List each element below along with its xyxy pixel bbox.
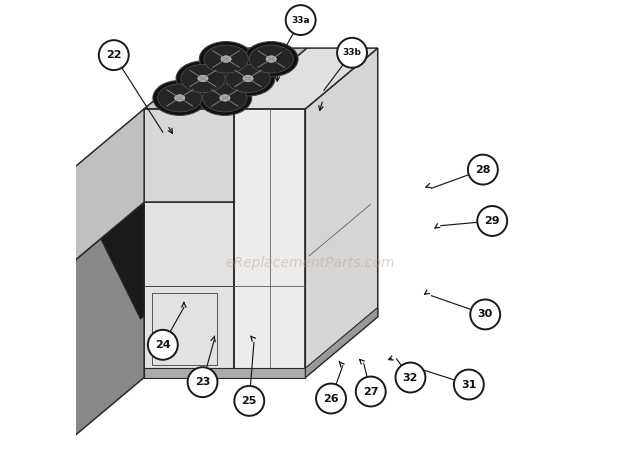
Circle shape xyxy=(356,376,386,407)
Polygon shape xyxy=(144,202,234,377)
Ellipse shape xyxy=(153,80,206,116)
Text: 28: 28 xyxy=(475,164,490,174)
Text: 33a: 33a xyxy=(291,16,310,24)
Text: 33b: 33b xyxy=(343,48,361,57)
Ellipse shape xyxy=(198,80,252,116)
Text: eReplacementParts.com: eReplacementParts.com xyxy=(225,256,395,270)
Text: 25: 25 xyxy=(242,396,257,406)
Circle shape xyxy=(99,40,129,70)
Ellipse shape xyxy=(221,56,231,63)
Ellipse shape xyxy=(244,41,298,77)
Circle shape xyxy=(188,367,218,397)
Circle shape xyxy=(396,362,425,392)
Circle shape xyxy=(468,155,498,185)
Text: 23: 23 xyxy=(195,377,210,387)
Circle shape xyxy=(337,38,367,68)
Text: 22: 22 xyxy=(106,50,122,60)
Ellipse shape xyxy=(266,56,277,63)
Polygon shape xyxy=(100,202,144,319)
Polygon shape xyxy=(72,202,144,438)
Circle shape xyxy=(470,299,500,329)
Ellipse shape xyxy=(176,61,230,96)
Ellipse shape xyxy=(175,94,185,101)
Circle shape xyxy=(477,206,507,236)
Ellipse shape xyxy=(204,45,248,73)
Circle shape xyxy=(454,369,484,400)
Circle shape xyxy=(234,386,264,416)
Polygon shape xyxy=(234,48,378,109)
Ellipse shape xyxy=(243,75,253,82)
Text: 29: 29 xyxy=(484,216,500,226)
Ellipse shape xyxy=(249,45,293,73)
Text: 24: 24 xyxy=(155,340,170,350)
Polygon shape xyxy=(234,109,305,377)
Ellipse shape xyxy=(219,94,230,101)
Polygon shape xyxy=(305,48,378,377)
Text: 30: 30 xyxy=(477,309,493,320)
Circle shape xyxy=(148,330,178,360)
Ellipse shape xyxy=(157,84,202,112)
Polygon shape xyxy=(144,48,307,109)
Ellipse shape xyxy=(226,64,270,93)
Ellipse shape xyxy=(221,61,275,96)
Text: 31: 31 xyxy=(461,379,477,390)
Polygon shape xyxy=(305,307,378,377)
Polygon shape xyxy=(144,368,305,377)
Polygon shape xyxy=(72,109,144,263)
Text: 27: 27 xyxy=(363,386,378,397)
Ellipse shape xyxy=(180,64,225,93)
Circle shape xyxy=(316,384,346,414)
Ellipse shape xyxy=(199,41,253,77)
Text: 32: 32 xyxy=(403,373,418,383)
Ellipse shape xyxy=(198,75,208,82)
Ellipse shape xyxy=(203,84,247,112)
Text: 26: 26 xyxy=(323,393,339,404)
Circle shape xyxy=(286,5,316,35)
Polygon shape xyxy=(144,109,234,202)
